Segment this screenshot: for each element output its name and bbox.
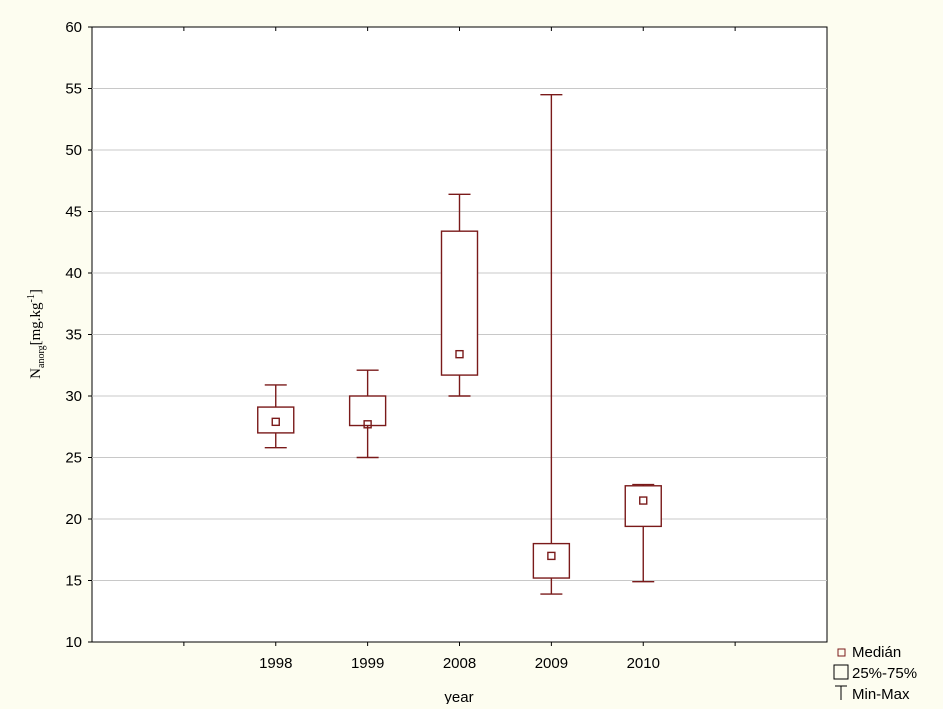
box-group: [532, 93, 571, 595]
x-tick-label: 2010: [627, 655, 660, 672]
y-axis-title-main: N: [28, 368, 44, 379]
legend-median-symbol: [837, 648, 846, 657]
y-tick-label: 10: [65, 634, 82, 651]
x-tick-label: 1998: [259, 655, 292, 672]
y-tick-label: 30: [65, 388, 82, 405]
x-tick-label: 2008: [443, 655, 476, 672]
median-marker: [455, 349, 464, 359]
y-tick-label: 60: [65, 19, 82, 36]
iqr-box: [440, 230, 479, 376]
box-group: [624, 483, 662, 583]
tick-layer: [88, 26, 736, 646]
y-axis-title-exp: -1: [26, 294, 37, 302]
y-tick-label: 40: [65, 265, 82, 282]
y-tick-label: 20: [65, 511, 82, 528]
legend-whisker-symbol: [835, 685, 847, 700]
median-marker: [363, 420, 372, 429]
median-marker: [271, 417, 280, 427]
legend-box-symbol: [833, 664, 849, 680]
y-axis-title-close: ]: [28, 289, 44, 294]
median-marker: [639, 496, 648, 505]
legend-whisker-label: Min-Max: [852, 686, 910, 703]
legend: Medián 25%-75% Min-Max: [833, 644, 917, 703]
median-marker: [547, 551, 556, 561]
box-layer: [257, 93, 662, 595]
y-axis-title-unit: [mg.kg: [28, 302, 44, 345]
iqr-box: [624, 485, 662, 528]
y-axis-title-sub: anorg: [36, 345, 47, 368]
y-tick-label: 45: [65, 204, 82, 221]
y-tick-label: 55: [65, 81, 82, 98]
iqr-box: [257, 406, 295, 434]
box-group: [257, 384, 295, 449]
y-tick-label: 15: [65, 573, 82, 590]
label-layer: 10 15 20 25 30 35 40 45 50 55 60 1998 1999 2008 2009 20…: [65, 19, 660, 672]
x-tick-label: 2009: [535, 655, 568, 672]
y-tick-label: 35: [65, 327, 82, 344]
box-group: [348, 369, 387, 459]
y-tick-label: 25: [65, 450, 82, 467]
y-tick-label: 50: [65, 142, 82, 159]
box-group: [440, 193, 479, 397]
iqr-box: [532, 542, 571, 579]
x-axis-title: year: [444, 689, 473, 704]
x-tick-label: 1999: [351, 655, 384, 672]
legend-median-label: Medián: [852, 644, 901, 661]
legend-box-label: 25%-75%: [852, 665, 917, 682]
y-axis-title: Nanorg[mg.kg-1]: [26, 289, 47, 379]
